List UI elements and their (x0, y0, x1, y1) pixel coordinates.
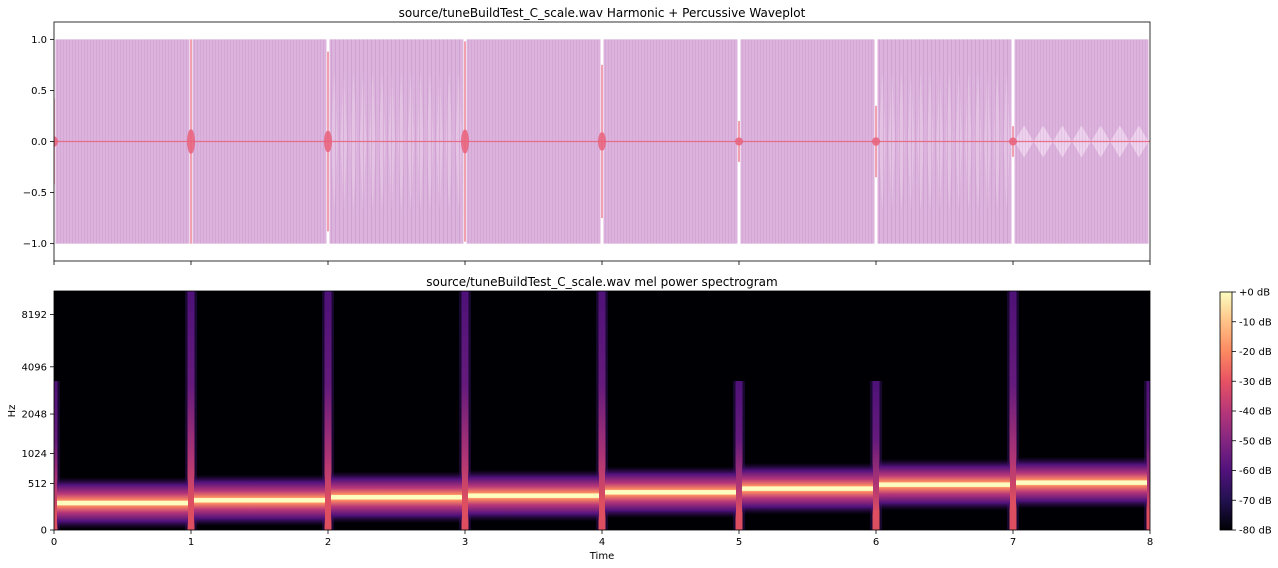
spectrogram-x-label: Time (589, 551, 614, 562)
spectrogram-y-tick-label: 2048 (22, 410, 47, 421)
spectrogram-x-tick-label: 4 (599, 537, 605, 548)
colorbar-tick-label: -20 dB (1239, 347, 1272, 358)
waveplot-y-axis: 1.0 0.5 0.0 −0.5 −1.0 (23, 35, 54, 250)
percussive-onset (598, 64, 606, 219)
spectrogram-x-tick-label: 1 (188, 537, 194, 548)
waveplot-y-tick-label: 1.0 (31, 35, 47, 46)
waveplot-marks (54, 39, 1150, 244)
spectrogram-x-tick-label: 7 (1010, 537, 1016, 548)
note-band (194, 474, 325, 527)
spectrogram-x-axis: 0 1 2 3 4 5 6 7 8 (51, 530, 1153, 548)
percussive-onset (461, 41, 469, 242)
colorbar-gradient (1219, 291, 1233, 531)
waveplot-y-tick-label: 0.5 (31, 86, 47, 97)
note-band (605, 466, 736, 519)
percussive-onset (187, 39, 195, 244)
spectrogram-x-tick-label: 5 (736, 537, 742, 548)
spectrogram-y-tick-label: 512 (28, 479, 47, 490)
waveplot-title: source/tuneBuildTest_C_scale.wav Harmoni… (399, 6, 806, 20)
onset-burst (1144, 381, 1150, 530)
spectrogram-x-tick-label: 8 (1147, 537, 1153, 548)
percussive-onset (54, 98, 58, 185)
colorbar-ticks: +0 dB -10 dB -20 dB -30 dB -40 dB -50 dB -60 d… (1232, 288, 1272, 537)
colorbar-tick-label: -70 dB (1239, 496, 1272, 507)
spectrogram-y-label: Hz (7, 405, 18, 418)
spectrogram-x-tick-label: 6 (873, 537, 879, 548)
note-band (468, 469, 599, 522)
spectrogram-y-tick-label: 1024 (22, 449, 47, 460)
note-band (879, 458, 1010, 511)
percussive-onset (735, 121, 743, 162)
spectrogram-y-tick-label: 8192 (22, 310, 47, 321)
note-band (57, 477, 188, 530)
waveplot-y-tick-label: −0.5 (23, 188, 47, 199)
note-band (1016, 456, 1147, 509)
spectrogram-title: source/tuneBuildTest_C_scale.wav mel pow… (426, 275, 777, 289)
spectrogram-x-tick-label: 3 (462, 537, 468, 548)
percussive-onset (872, 105, 880, 178)
spectrogram-marks (54, 291, 1150, 530)
waveplot-x-axis (53, 261, 1151, 265)
colorbar-tick-label: -10 dB (1239, 317, 1272, 328)
note-band (742, 462, 873, 515)
colorbar-tick-label: -40 dB (1239, 407, 1272, 418)
colorbar-tick-label: -60 dB (1239, 466, 1272, 477)
percussive-onset (324, 51, 332, 232)
onset-burst (185, 291, 197, 530)
colorbar-tick-label: -30 dB (1239, 377, 1272, 388)
waveplot-panel: source/tuneBuildTest_C_scale.wav Harmoni… (23, 6, 1151, 265)
onset-burst (54, 381, 60, 530)
waveplot-y-tick-label: 0.0 (31, 137, 47, 148)
colorbar-tick-label: -80 dB (1239, 526, 1272, 537)
onset-burst (322, 291, 334, 530)
spectrogram-x-tick-label: 0 (51, 537, 57, 548)
spectrogram-y-tick-label: 4096 (22, 362, 47, 373)
percussive-onset (1009, 126, 1017, 157)
spectrogram-y-tick-label: 0 (41, 526, 47, 537)
spectrogram-y-axis: 0 512 1024 2048 4096 8192 (22, 310, 54, 537)
note-band (331, 471, 462, 524)
colorbar-tick-label: -50 dB (1239, 436, 1272, 447)
waveplot-y-tick-label: −1.0 (23, 239, 47, 250)
colorbar: +0 dB -10 dB -20 dB -30 dB -40 dB -50 dB -60 d… (1219, 288, 1272, 537)
colorbar-tick-label: +0 dB (1239, 288, 1270, 299)
spectrogram-x-tick-label: 2 (325, 537, 331, 548)
spectrogram-panel: source/tuneBuildTest_C_scale.wav mel pow… (7, 275, 1153, 562)
